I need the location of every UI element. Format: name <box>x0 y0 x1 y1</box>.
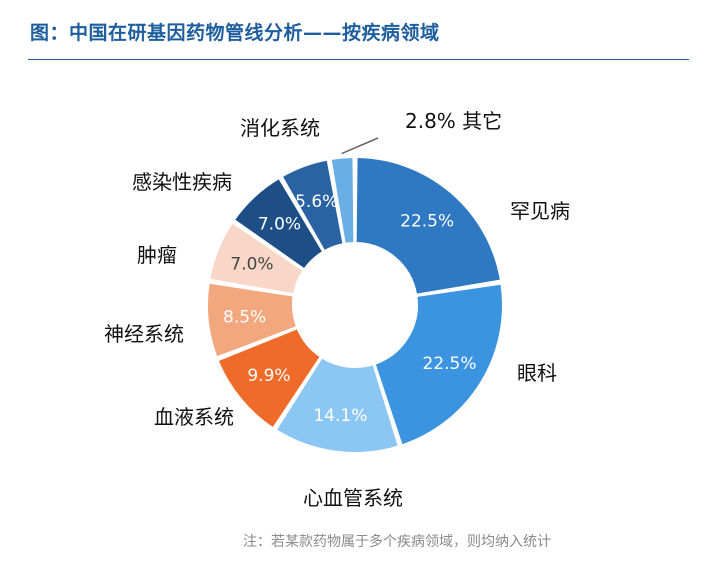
slice-value-label-6: 7.0% <box>230 255 273 275</box>
category-label-2: 眼科 <box>517 361 557 385</box>
slice-value-label-5: 8.5% <box>223 308 266 328</box>
category-label-1: 罕见病 <box>510 199 570 223</box>
donut-slice-4 <box>216 326 323 430</box>
category-label-7: 感染性疾病 <box>132 170 232 194</box>
donut-slice-3 <box>274 355 401 454</box>
chart-title: 图：中国在研基因药物管线分析——按疾病领域 <box>30 22 440 44</box>
title-divider <box>28 59 689 60</box>
donut-slice-1 <box>354 155 503 296</box>
leader-line-other <box>341 137 379 155</box>
donut-slice-6 <box>208 221 305 296</box>
category-label-3: 心血管系统 <box>303 486 403 510</box>
donut-slice-8 <box>280 158 345 253</box>
category-label-5: 神经系统 <box>104 322 184 346</box>
slice-value-label-7: 7.0% <box>258 215 301 235</box>
slice-value-label-3: 14.1% <box>313 406 367 426</box>
category-label-4: 血液系统 <box>154 405 234 429</box>
slice-value-label-2: 22.5% <box>423 354 477 374</box>
donut-slice-5 <box>206 281 299 359</box>
slice-value-label-1: 22.5% <box>400 212 454 232</box>
slice-value-label-8: 5.6% <box>295 192 338 212</box>
category-label-8: 消化系统 <box>240 116 320 140</box>
donut-slice-7 <box>232 176 325 271</box>
category-label-6: 肿瘤 <box>137 243 177 267</box>
slice-value-label-4: 9.9% <box>247 366 290 386</box>
donut-slice-2 <box>373 282 504 447</box>
chart-footnote: 注：若某款药物属于多个疾病领域，则均纳入统计 <box>243 534 551 550</box>
category-label-9: 2.8% 其它 <box>405 109 502 133</box>
donut-slice-9 <box>329 155 356 246</box>
